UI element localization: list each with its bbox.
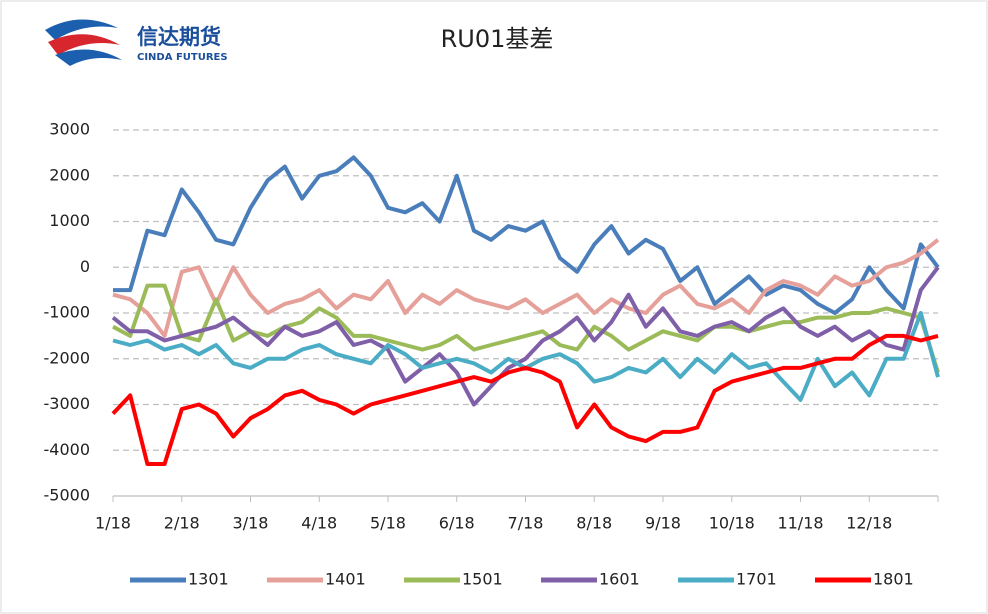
y-tick-label: 2000 bbox=[49, 165, 90, 184]
y-tick-label: 1000 bbox=[49, 211, 90, 230]
legend-label: 1801 bbox=[873, 570, 914, 589]
series-line bbox=[111, 266, 940, 407]
x-tick-label: 12/18 bbox=[846, 514, 892, 533]
x-tick-label: 9/18 bbox=[645, 514, 681, 533]
y-tick-label: 3000 bbox=[49, 120, 90, 139]
logo-swoosh bbox=[55, 49, 122, 66]
legend-label: 1301 bbox=[188, 570, 229, 589]
legend-label: 1401 bbox=[325, 570, 366, 589]
x-tick-label: 5/18 bbox=[370, 514, 406, 533]
x-tick-label: 11/18 bbox=[777, 514, 823, 533]
series-line bbox=[112, 238, 940, 338]
logo-swoosh bbox=[45, 19, 118, 40]
logo-english: CINDA FUTURES bbox=[137, 52, 228, 63]
logo-name: 信达期货 bbox=[137, 25, 221, 49]
x-tick-label: 8/18 bbox=[576, 514, 612, 533]
logo: 信达期货 CINDA FUTURES bbox=[45, 19, 228, 66]
x-tick-label: 10/18 bbox=[709, 514, 755, 533]
y-tick-label: 0 bbox=[80, 257, 90, 276]
x-tick-label: 1/18 bbox=[95, 514, 131, 533]
x-tick-label: 2/18 bbox=[164, 514, 200, 533]
chart-title: RU01基差 bbox=[441, 25, 554, 53]
y-tick-label: -1000 bbox=[44, 303, 91, 322]
x-tick-label: 6/18 bbox=[439, 514, 475, 533]
series-line bbox=[113, 155, 940, 315]
y-tick-label: -4000 bbox=[44, 440, 91, 459]
x-tick-label: 4/18 bbox=[301, 514, 337, 533]
x-tick-label: 7/18 bbox=[508, 514, 544, 533]
legend-label: 1501 bbox=[462, 570, 503, 589]
series-line bbox=[111, 333, 939, 466]
y-tick-label: -2000 bbox=[44, 348, 91, 367]
legend-label: 1601 bbox=[599, 570, 640, 589]
x-tick-label: 3/18 bbox=[233, 514, 269, 533]
legend-label: 1701 bbox=[736, 570, 777, 589]
logo-swoosh bbox=[48, 34, 120, 55]
y-tick-label: -5000 bbox=[44, 486, 91, 505]
y-tick-label: -3000 bbox=[44, 394, 91, 413]
